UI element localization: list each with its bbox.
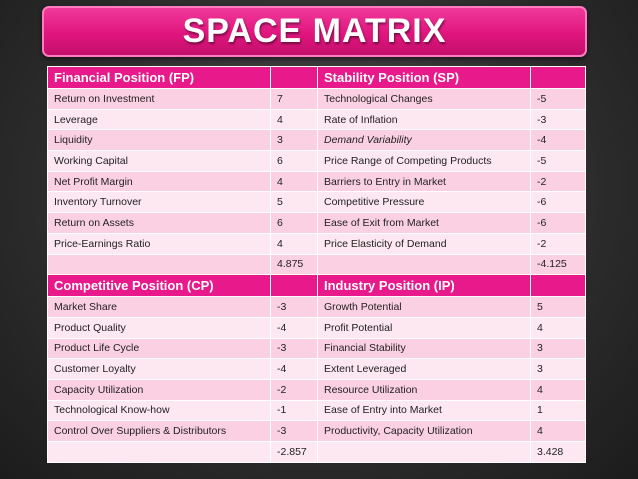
- table-row: Liquidity 3 Demand Variability -4: [47, 129, 586, 152]
- right-factor-value: 4: [530, 378, 586, 401]
- right-factor-value: -6: [530, 191, 586, 214]
- right-factor: Barriers to Entry in Market: [317, 170, 531, 193]
- left-factor-value: 6: [270, 212, 318, 234]
- left-average: 4.875: [270, 253, 318, 276]
- left-factor-value: -1: [270, 399, 318, 422]
- table-row: Leverage 4 Rate of Inflation -3: [47, 108, 586, 131]
- left-factor: Market Share: [47, 296, 271, 318]
- average-row: -2.857 3.428: [47, 441, 586, 463]
- right-factor: Price Range of Competing Products: [317, 150, 531, 172]
- table-row: Net Profit Margin 4 Barriers to Entry in M…: [47, 170, 586, 193]
- right-factor: Competitive Pressure: [317, 191, 531, 214]
- section-header-row: Competitive Position (CP) Industry Positi…: [47, 274, 586, 298]
- table-row: Product Quality -4 Profit Potential 4: [47, 316, 586, 339]
- left-factor: Control Over Suppliers & Distributors: [47, 420, 271, 442]
- left-factor-value: -3: [270, 420, 318, 442]
- right-factor-value: -5: [530, 88, 586, 110]
- left-factor: Return on Assets: [47, 212, 271, 234]
- right-factor: Rate of Inflation: [317, 108, 531, 131]
- table-row: Return on Assets 6 Ease of Exit from Marke…: [47, 212, 586, 234]
- right-factor: Extent Leveraged: [317, 358, 531, 380]
- average-row: 4.875 -4.125: [47, 253, 586, 276]
- left-factor-value: -2: [270, 378, 318, 401]
- right-factor-value: -2: [530, 232, 586, 255]
- right-header-blank: [530, 66, 586, 89]
- left-header-blank: [270, 66, 318, 89]
- table-row: Working Capital 6 Price Range of Competing…: [47, 150, 586, 172]
- table-row: Market Share -3 Growth Potential 5: [47, 296, 586, 318]
- table-row: Control Over Suppliers & Distributors -3 P…: [47, 420, 586, 442]
- table-row: Technological Know-how -1 Ease of Entry in…: [47, 399, 586, 422]
- left-section-header: Competitive Position (CP): [47, 274, 271, 298]
- right-factor: Profit Potential: [317, 316, 531, 339]
- left-factor-value: -4: [270, 358, 318, 380]
- average-blank-right: [317, 253, 531, 276]
- table-row: Customer Loyalty -4 Extent Leveraged 3: [47, 358, 586, 380]
- left-factor-value: -4: [270, 316, 318, 339]
- average-blank-right: [317, 441, 531, 463]
- right-factor-value: 4: [530, 316, 586, 339]
- right-factor: Ease of Entry into Market: [317, 399, 531, 422]
- right-factor-value: -3: [530, 108, 586, 131]
- right-factor: Productivity, Capacity Utilization: [317, 420, 531, 442]
- left-factor: Customer Loyalty: [47, 358, 271, 380]
- left-factor: Return on Investment: [47, 88, 271, 110]
- right-average: -4.125: [530, 253, 586, 276]
- left-factor-value: 4: [270, 170, 318, 193]
- right-factor: Resource Utilization: [317, 378, 531, 401]
- table-row: Inventory Turnover 5 Competitive Pressure -…: [47, 191, 586, 214]
- right-average: 3.428: [530, 441, 586, 463]
- title-banner: SPACE MATRIX: [42, 6, 587, 57]
- left-factor: Leverage: [47, 108, 271, 131]
- left-factor-value: 4: [270, 232, 318, 255]
- left-factor: Net Profit Margin: [47, 170, 271, 193]
- right-factor-value: -4: [530, 129, 586, 152]
- left-header-blank: [270, 274, 318, 298]
- right-factor-value: -6: [530, 212, 586, 234]
- left-factor-value: -3: [270, 296, 318, 318]
- right-factor-value: -2: [530, 170, 586, 193]
- table-row: Product Life Cycle -3 Financial Stability 3: [47, 337, 586, 360]
- left-factor-value: 5: [270, 191, 318, 214]
- left-factor-value: 4: [270, 108, 318, 131]
- left-average: -2.857: [270, 441, 318, 463]
- left-factor: Product Life Cycle: [47, 337, 271, 360]
- left-factor: Product Quality: [47, 316, 271, 339]
- left-section-header: Financial Position (FP): [47, 66, 271, 89]
- section-header-row: Financial Position (FP) Stability Positio…: [47, 66, 586, 89]
- right-factor: Growth Potential: [317, 296, 531, 318]
- space-matrix-table: Financial Position (FP) Stability Positio…: [47, 66, 586, 463]
- right-factor-value: 5: [530, 296, 586, 318]
- left-factor: Inventory Turnover: [47, 191, 271, 214]
- right-factor: Technological Changes: [317, 88, 531, 110]
- right-header-blank: [530, 274, 586, 298]
- right-factor-value: 3: [530, 358, 586, 380]
- right-factor: Financial Stability: [317, 337, 531, 360]
- table-row: Capacity Utilization -2 Resource Utilizati…: [47, 378, 586, 401]
- table-row: Price-Earnings Ratio 4 Price Elasticity of…: [47, 232, 586, 255]
- left-factor: Liquidity: [47, 129, 271, 152]
- right-factor: Price Elasticity of Demand: [317, 232, 531, 255]
- left-factor: Working Capital: [47, 150, 271, 172]
- right-factor-value: 3: [530, 337, 586, 360]
- left-factor-value: 7: [270, 88, 318, 110]
- page-title: SPACE MATRIX: [182, 12, 447, 50]
- right-section-header: Stability Position (SP): [317, 66, 531, 89]
- table-row: Return on Investment 7 Technological Chang…: [47, 88, 586, 110]
- right-factor-value: 1: [530, 399, 586, 422]
- left-factor: Capacity Utilization: [47, 378, 271, 401]
- left-factor-value: 3: [270, 129, 318, 152]
- right-factor: Demand Variability: [317, 129, 531, 152]
- average-blank-left: [47, 441, 271, 463]
- left-factor: Price-Earnings Ratio: [47, 232, 271, 255]
- right-section-header: Industry Position (IP): [317, 274, 531, 298]
- left-factor-value: 6: [270, 150, 318, 172]
- right-factor-value: 4: [530, 420, 586, 442]
- left-factor: Technological Know-how: [47, 399, 271, 422]
- left-factor-value: -3: [270, 337, 318, 360]
- average-blank-left: [47, 253, 271, 276]
- right-factor: Ease of Exit from Market: [317, 212, 531, 234]
- right-factor-value: -5: [530, 150, 586, 172]
